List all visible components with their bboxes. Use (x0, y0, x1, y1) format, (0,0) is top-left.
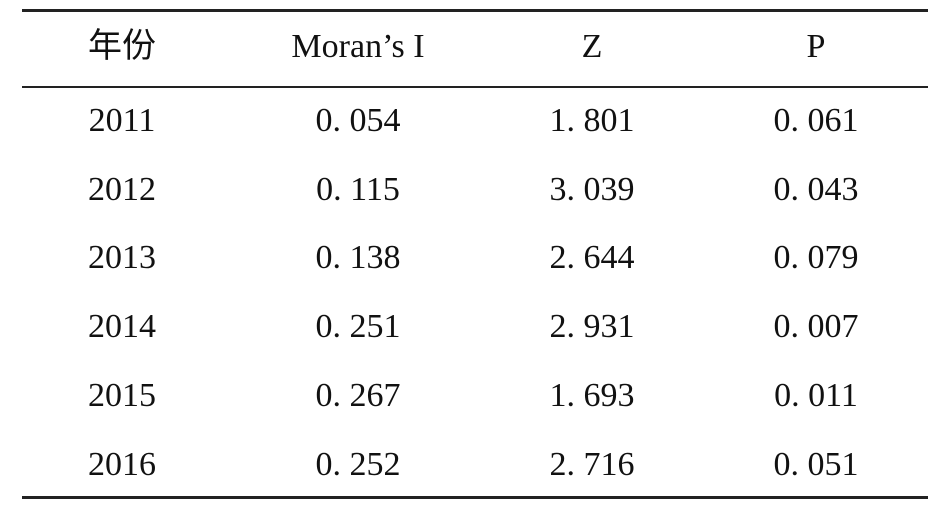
header-cell: P (806, 28, 826, 65)
table-cell: 2013 (88, 239, 156, 276)
table-cell: 2011 (88, 102, 156, 139)
header-cell: 年份 (88, 28, 156, 65)
table-cell: 0. 011 (774, 377, 858, 414)
table-cell: 0. 051 (773, 446, 859, 483)
table-cell: 2. 716 (549, 446, 635, 483)
header-rule (22, 86, 928, 88)
table-cell: 0. 252 (315, 446, 401, 483)
table-cell: 0. 054 (315, 102, 401, 139)
top-rule (22, 9, 928, 12)
table-cell: 2. 644 (549, 239, 635, 276)
table-cell: 0. 079 (773, 239, 859, 276)
table-cell: 2015 (88, 377, 156, 414)
table-cell: 2. 931 (549, 308, 635, 345)
table-cell: 0. 007 (773, 308, 859, 345)
table-cell: 2016 (88, 446, 156, 483)
table-cell: 2014 (88, 308, 156, 345)
table-cell: 2012 (88, 171, 156, 208)
table-cell: 0. 251 (315, 308, 401, 345)
table-cell: 0. 115 (316, 171, 400, 208)
table-cell: 0. 043 (773, 171, 859, 208)
header-cell: Z (581, 28, 603, 65)
table-cell: 1. 693 (549, 377, 635, 414)
bottom-rule (22, 496, 928, 499)
table-cell: 1. 801 (549, 102, 635, 139)
table-cell: 0. 138 (315, 239, 401, 276)
table-cell: 0. 061 (773, 102, 859, 139)
header-cell: Moran’s I (291, 28, 425, 65)
table-cell: 3. 039 (549, 171, 635, 208)
table-cell: 0. 267 (315, 377, 401, 414)
